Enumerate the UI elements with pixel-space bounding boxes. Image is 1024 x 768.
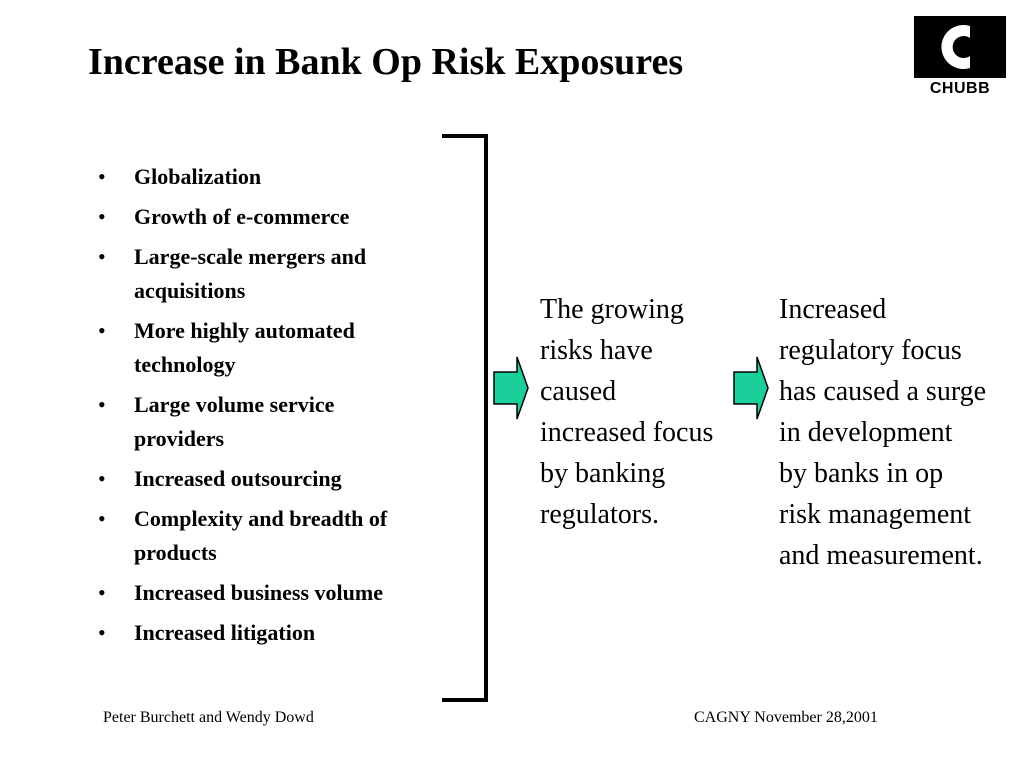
right-arrow-icon — [493, 356, 529, 420]
list-item: Large volume service providers — [98, 388, 478, 456]
footer-authors: Peter Burchett and Wendy Dowd — [103, 709, 314, 726]
list-item: Increased outsourcing — [98, 462, 478, 496]
logo-wordmark: CHUBB — [929, 80, 991, 97]
list-item: Increased litigation — [98, 616, 478, 650]
list-item: Growth of e-commerce — [98, 200, 478, 234]
chubb-c-logo-icon — [914, 16, 1006, 78]
flow-step-banks: Increased regulatory focus has caused a … — [779, 294, 987, 571]
chubb-logo: CHUBB — [910, 14, 1010, 100]
list-item: More highly automated technology — [98, 314, 478, 382]
list-item: Complexity and breadth of products — [98, 502, 478, 570]
right-bracket — [442, 134, 488, 702]
right-arrow-icon — [733, 356, 769, 420]
list-item: Large-scale mergers and acquisitions — [98, 240, 478, 308]
risk-factor-list: Globalization Growth of e-commerce Large… — [98, 160, 478, 656]
list-item: Globalization — [98, 160, 478, 194]
footer-date: CAGNY November 28,2001 — [694, 709, 878, 726]
list-item: Increased business volume — [98, 576, 478, 610]
slide-title: Increase in Bank Op Risk Exposures — [88, 41, 684, 83]
flow-step-regulators: The growing risks have caused increased … — [540, 294, 714, 530]
